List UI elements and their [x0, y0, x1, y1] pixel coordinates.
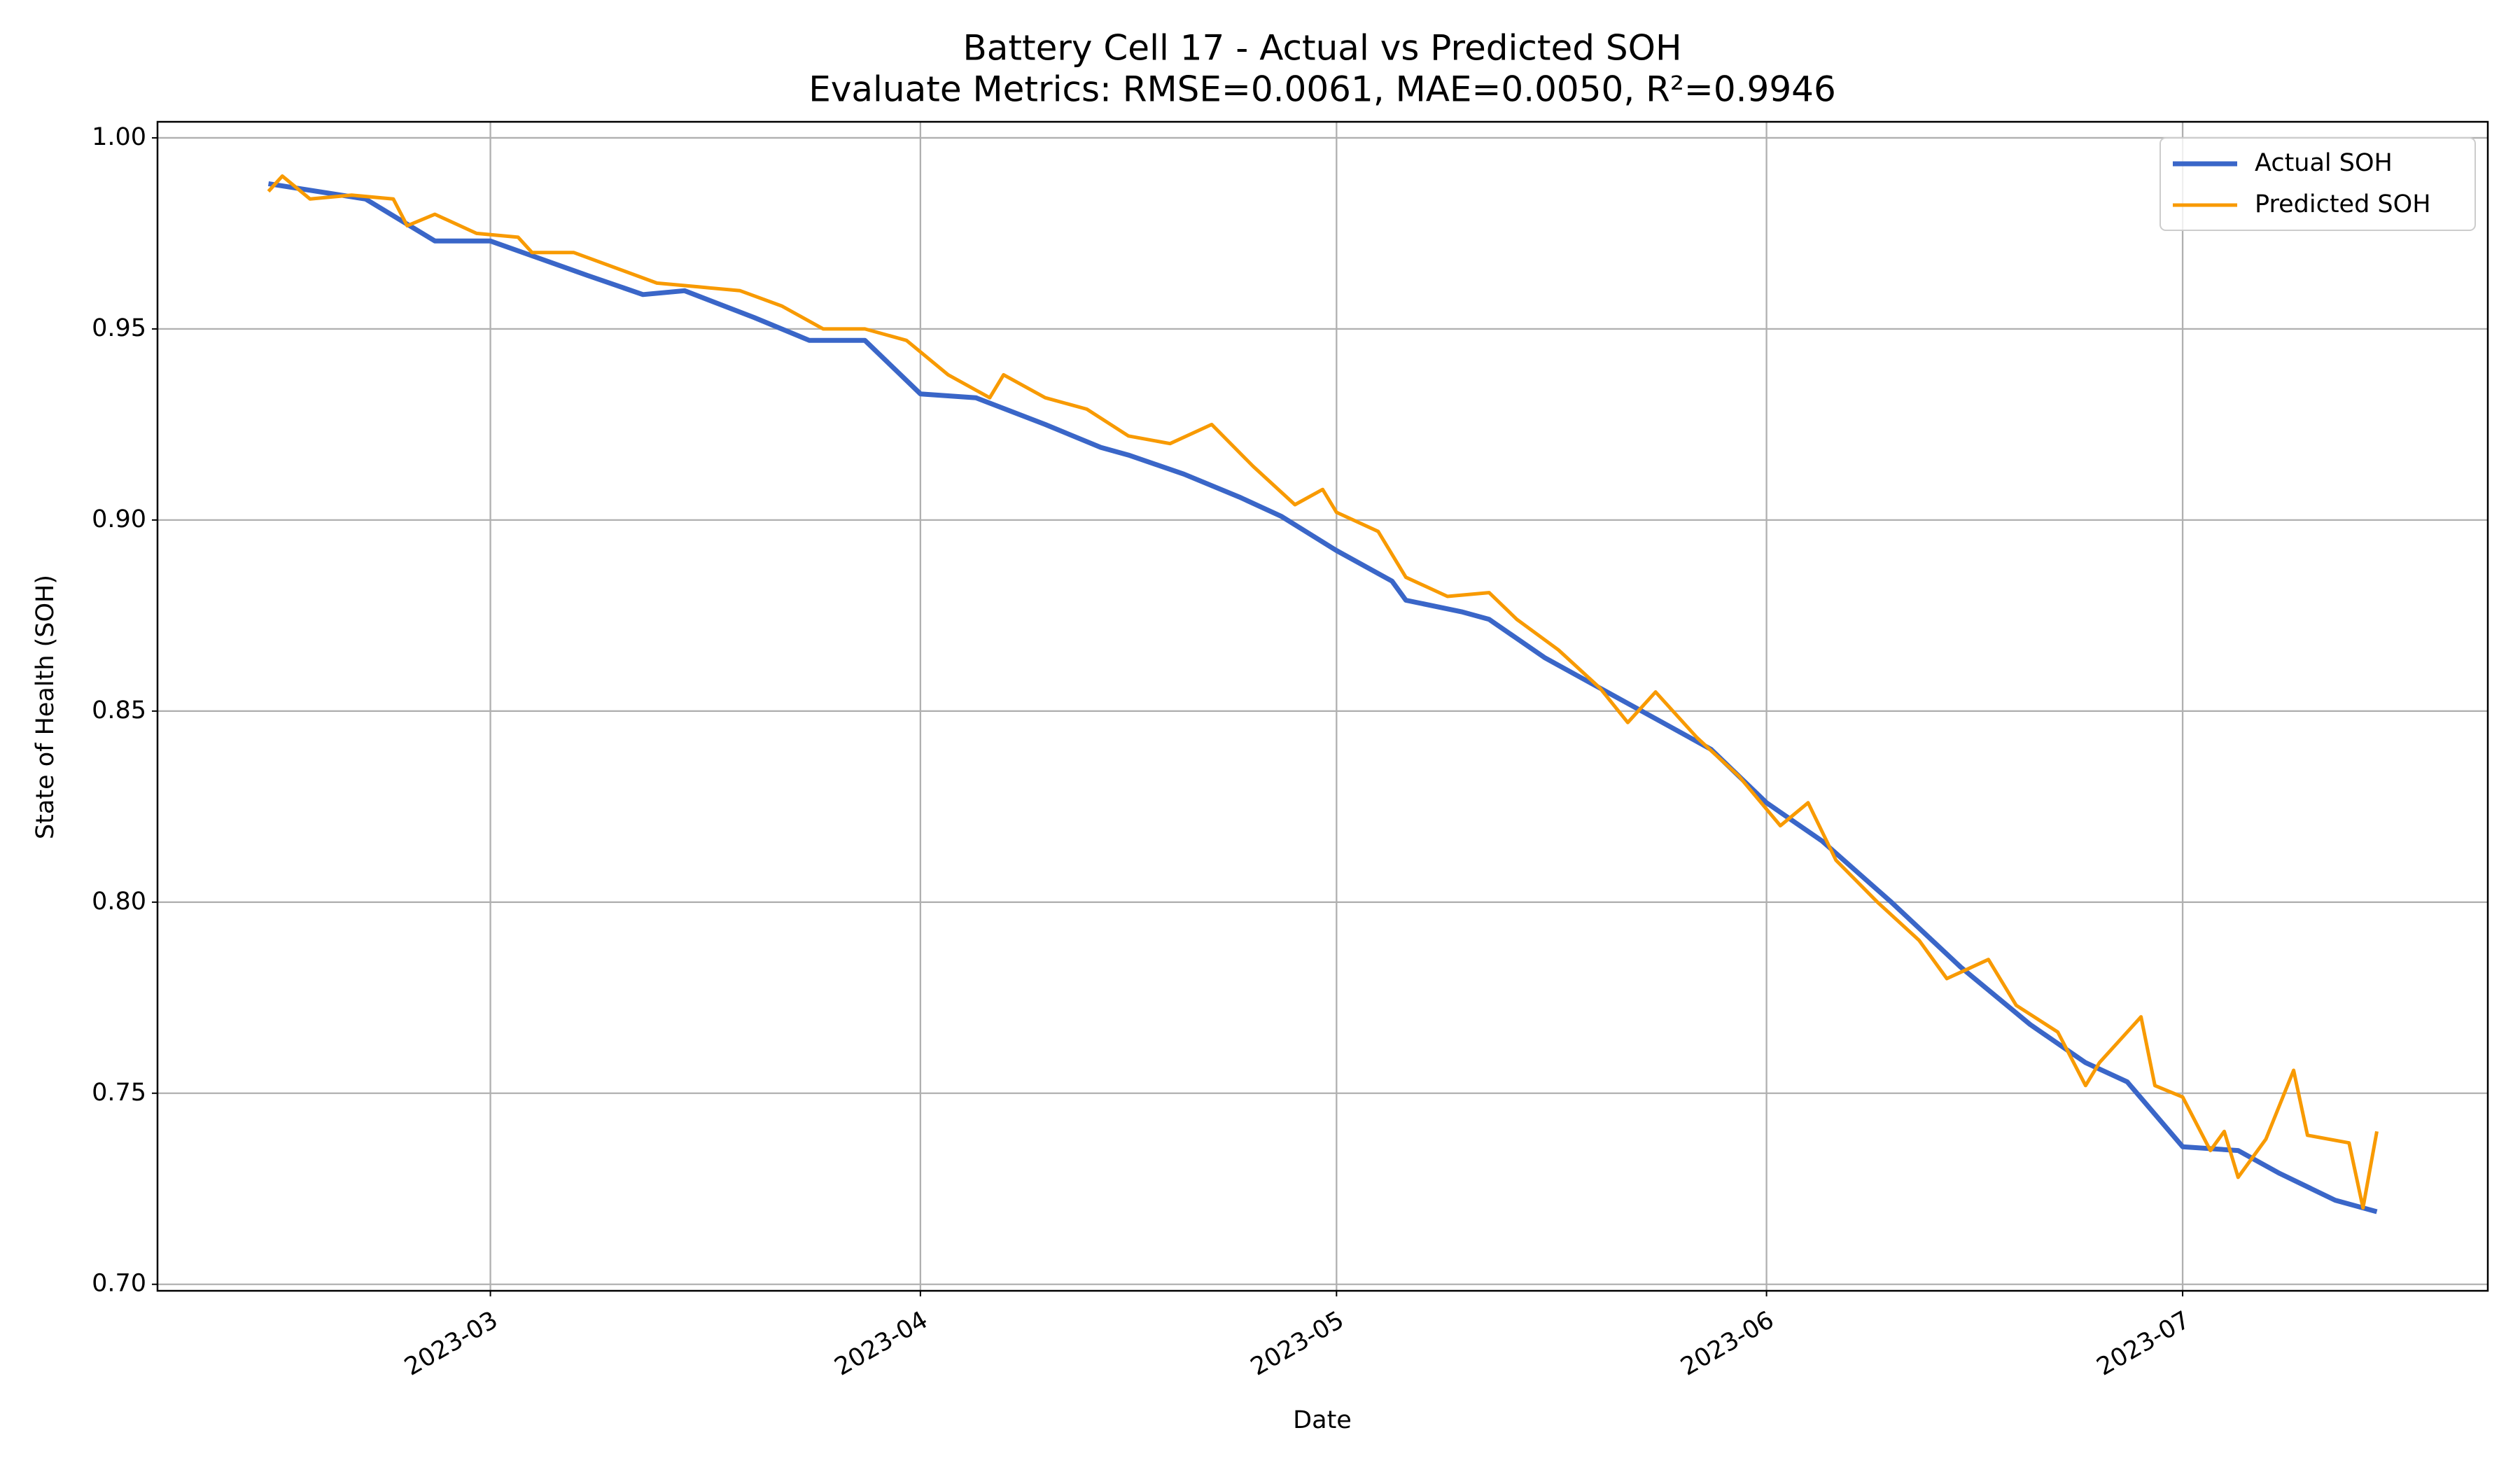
- chart-title: Battery Cell 17 - Actual vs Predicted SO…: [962, 28, 1681, 69]
- series-line: [267, 174, 2379, 1210]
- y-tick-label: 0.75: [92, 1079, 146, 1107]
- x-axis-label: Date: [1293, 1406, 1352, 1434]
- chart-subtitle: Evaluate Metrics: RMSE=0.0061, MAE=0.005…: [808, 69, 1836, 110]
- x-tick-label: 2023-04: [830, 1306, 933, 1382]
- series-line: [267, 181, 2378, 1214]
- x-tick-label: 2023-03: [400, 1306, 503, 1382]
- legend-box: [2160, 137, 2476, 231]
- y-axis-label: State of Health (SOH): [31, 575, 59, 839]
- x-tick-label: 2023-05: [1246, 1306, 1349, 1382]
- y-tick-label: 1.00: [92, 123, 146, 151]
- y-tick-label: 0.90: [92, 505, 146, 533]
- y-tick-label: 0.95: [92, 314, 146, 342]
- plot-frame: [156, 120, 2489, 1292]
- y-tick-label: 0.70: [92, 1270, 146, 1298]
- legend-label: Predicted SOH: [2255, 190, 2431, 218]
- y-tick-label: 0.85: [92, 696, 146, 724]
- x-tick-label: 2023-07: [2092, 1306, 2195, 1382]
- legend-label: Actual SOH: [2255, 149, 2393, 177]
- y-tick-label: 0.80: [92, 888, 146, 916]
- x-tick-label: 2023-06: [1676, 1306, 1779, 1382]
